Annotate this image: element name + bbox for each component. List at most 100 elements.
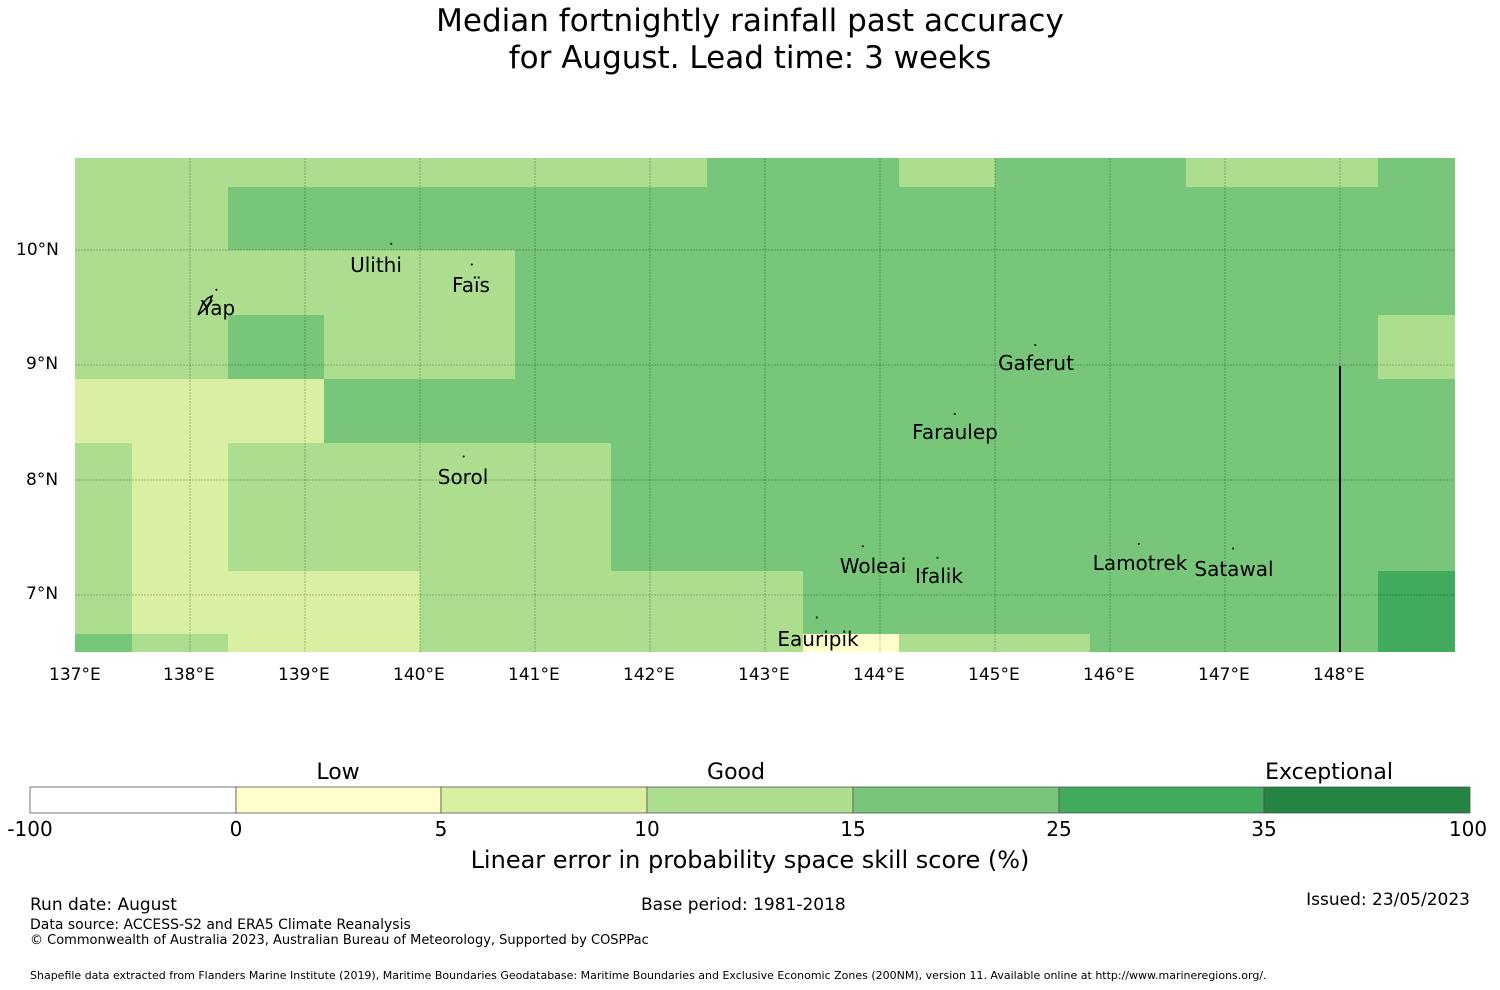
skill-cell bbox=[707, 158, 803, 187]
skill-cell bbox=[132, 379, 228, 443]
skill-cell bbox=[1378, 634, 1455, 652]
colorbar-tick-25: 25 bbox=[1046, 817, 1072, 841]
skill-cell bbox=[515, 507, 611, 571]
skill-cell bbox=[228, 634, 324, 652]
skill-cell bbox=[228, 158, 324, 187]
skill-cell bbox=[1378, 315, 1455, 379]
island-marker bbox=[215, 288, 218, 291]
copyright: © Commonwealth of Australia 2023, Austra… bbox=[30, 933, 649, 948]
skill-cell bbox=[1282, 634, 1378, 652]
skill-cell bbox=[995, 250, 1090, 315]
island-marker bbox=[1232, 547, 1235, 550]
skill-cell bbox=[707, 634, 803, 652]
skill-cell bbox=[899, 315, 995, 379]
place-label-satawal: Satawal bbox=[1194, 557, 1274, 581]
place-label-eauripik: Eauripik bbox=[777, 627, 859, 651]
skill-cell bbox=[515, 634, 611, 652]
skill-cell bbox=[1378, 443, 1455, 507]
colorbar-swatch bbox=[852, 786, 1060, 814]
skill-cell bbox=[803, 507, 899, 571]
skill-cell bbox=[803, 634, 899, 652]
skill-cell bbox=[420, 187, 515, 250]
skill-cell bbox=[228, 571, 324, 634]
colorbar-label: Linear error in probability space skill … bbox=[470, 846, 1030, 874]
lon-tick-143: 143°E bbox=[738, 665, 790, 685]
skill-cell bbox=[1090, 187, 1186, 250]
skill-cell bbox=[1186, 158, 1282, 187]
run-date: Run date: August bbox=[30, 895, 177, 915]
skill-cell bbox=[1282, 158, 1378, 187]
colorbar-tick-100: 100 bbox=[1448, 817, 1488, 841]
skill-cell bbox=[75, 571, 132, 634]
skill-cell bbox=[995, 315, 1090, 379]
skill-cell bbox=[803, 158, 899, 187]
skill-cell bbox=[611, 443, 707, 507]
skill-cell bbox=[1378, 507, 1455, 571]
skill-cell bbox=[1282, 250, 1378, 315]
place-label-faraulep: Faraulep bbox=[912, 420, 998, 444]
skill-cell bbox=[611, 158, 707, 187]
skill-cell bbox=[995, 158, 1090, 187]
skill-cell bbox=[324, 571, 420, 634]
skill-cell bbox=[803, 443, 899, 507]
skill-cell bbox=[1378, 187, 1455, 250]
skill-cell bbox=[611, 250, 707, 315]
skill-cell bbox=[995, 443, 1090, 507]
skill-cell bbox=[1282, 315, 1378, 379]
colorbar-swatch bbox=[1263, 786, 1471, 814]
skill-cell bbox=[707, 187, 803, 250]
skill-cell bbox=[324, 250, 420, 315]
skill-cell bbox=[1186, 634, 1282, 652]
skill-cell bbox=[995, 507, 1090, 571]
lat-tick-10n: 10°N bbox=[16, 240, 59, 260]
lon-tick-144: 144°E bbox=[853, 665, 905, 685]
colorbar bbox=[29, 786, 1471, 814]
skill-cell bbox=[420, 158, 515, 187]
lon-tick-147: 147°E bbox=[1198, 665, 1250, 685]
skill-cell bbox=[803, 250, 899, 315]
skill-cell bbox=[1186, 315, 1282, 379]
skill-cell bbox=[803, 315, 899, 379]
map-title-line-2: for August. Lead time: 3 weeks bbox=[508, 40, 992, 76]
lat-tick-7n: 7°N bbox=[26, 584, 59, 604]
skill-cell bbox=[1090, 571, 1186, 634]
skill-cell bbox=[1186, 187, 1282, 250]
skill-cell bbox=[611, 507, 707, 571]
skill-cell bbox=[324, 158, 420, 187]
skill-cell bbox=[1090, 250, 1186, 315]
skill-cell bbox=[132, 634, 228, 652]
colorbar-swatch bbox=[1058, 786, 1265, 814]
skill-cell bbox=[707, 571, 803, 634]
skill-cell bbox=[611, 379, 707, 443]
map-title-line-1: Median fortnightly rainfall past accurac… bbox=[436, 3, 1064, 39]
skill-cell bbox=[707, 443, 803, 507]
skill-cell bbox=[1282, 443, 1378, 507]
skill-cell bbox=[1378, 571, 1455, 634]
skill-cell bbox=[75, 250, 132, 315]
lat-tick-9n: 9°N bbox=[26, 354, 59, 374]
skill-cell bbox=[899, 250, 995, 315]
colorbar-tick-10: 10 bbox=[634, 817, 660, 841]
yap-island-shape bbox=[197, 294, 214, 316]
skill-cell bbox=[995, 187, 1090, 250]
skill-cell bbox=[707, 315, 803, 379]
skill-cell bbox=[611, 571, 707, 634]
place-label-lamotrek: Lamotrek bbox=[1092, 551, 1188, 575]
skill-cell bbox=[324, 507, 420, 571]
skill-cell bbox=[515, 158, 611, 187]
skill-cell bbox=[1090, 315, 1186, 379]
shapefile-credit: Shapefile data extracted from Flanders M… bbox=[30, 969, 1267, 982]
place-label-woleai: Woleai bbox=[839, 554, 907, 578]
colorbar-tick-15: 15 bbox=[840, 817, 866, 841]
skill-cell bbox=[611, 315, 707, 379]
skill-cell bbox=[1186, 250, 1282, 315]
skill-cell bbox=[132, 187, 228, 250]
skill-cell bbox=[75, 634, 132, 652]
skill-cell bbox=[132, 443, 228, 507]
skill-cell bbox=[515, 250, 611, 315]
skill-cell bbox=[1282, 571, 1378, 634]
place-label-ifalik: Ifalik bbox=[915, 564, 963, 588]
skill-cell bbox=[1090, 379, 1186, 443]
colorbar-tick-5: 5 bbox=[434, 817, 448, 841]
